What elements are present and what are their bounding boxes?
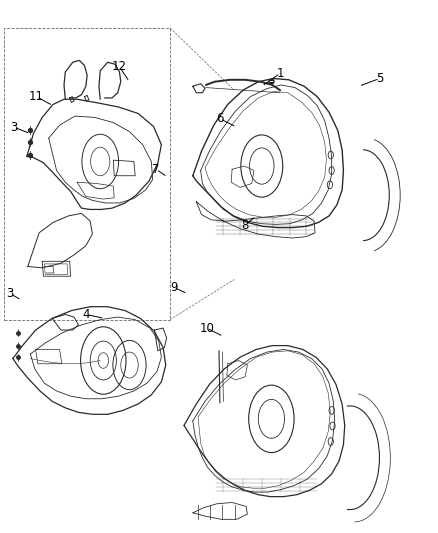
Text: 5: 5 <box>376 72 383 85</box>
Text: 10: 10 <box>199 321 214 335</box>
Text: 7: 7 <box>152 163 160 176</box>
Text: 11: 11 <box>29 90 44 103</box>
Text: 4: 4 <box>82 308 90 321</box>
Text: 1: 1 <box>276 67 284 80</box>
Text: 9: 9 <box>170 281 177 294</box>
Text: 12: 12 <box>112 60 127 74</box>
Bar <box>4 28 170 320</box>
Text: 3: 3 <box>7 287 14 300</box>
Text: 8: 8 <box>241 219 249 231</box>
Text: 3: 3 <box>10 120 18 134</box>
Text: 6: 6 <box>216 112 224 125</box>
